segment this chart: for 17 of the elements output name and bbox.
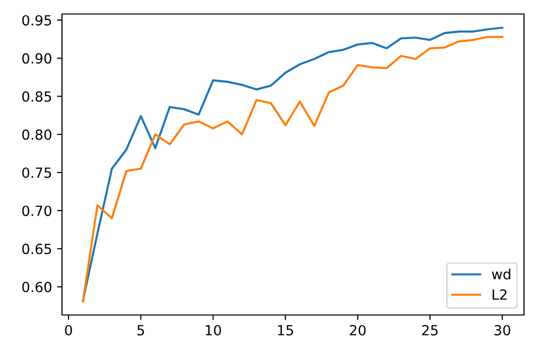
x-tick-label: 20 — [350, 324, 366, 336]
x-tick-label: 25 — [422, 324, 438, 336]
x-tick-label: 5 — [137, 325, 144, 336]
y-tick-label: 0.95 — [22, 15, 52, 26]
x-tick-label: 15 — [278, 325, 294, 336]
legend-label: wd — [492, 268, 510, 280]
y-tick-label: 0.85 — [22, 91, 52, 102]
y-tick-label: 0.70 — [22, 206, 52, 216]
x-tick-label: 0 — [65, 324, 72, 336]
y-tick-label: 0.65 — [22, 244, 52, 254]
y-tick-label: 0.60 — [22, 282, 52, 292]
x-tick-label: 30 — [494, 324, 510, 336]
legend-label: L2 — [492, 289, 507, 300]
y-tick-label: 0.90 — [22, 53, 52, 64]
x-tick-label: 10 — [206, 324, 222, 336]
y-tick-label: 0.80 — [22, 129, 52, 140]
y-tick-label: 0.75 — [22, 167, 52, 178]
